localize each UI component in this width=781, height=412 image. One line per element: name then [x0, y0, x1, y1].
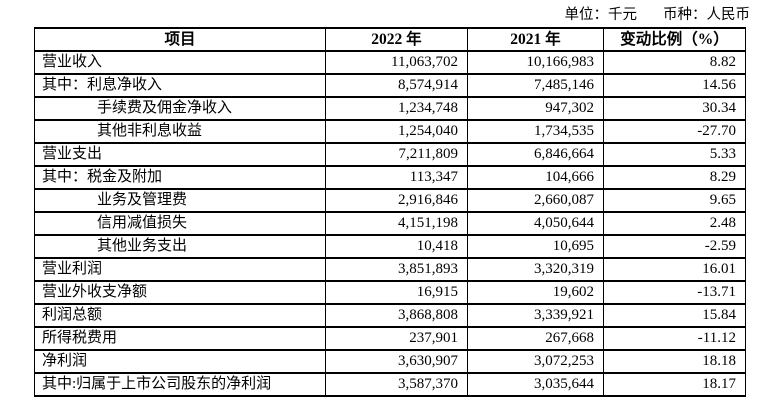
item-cell: 业务及管理费: [34, 188, 326, 213]
value-cell-y2022: 7,211,809: [325, 142, 468, 167]
table-row: 手续费及佣金净收入 1,234,748 947,302 30.34: [34, 96, 746, 121]
value-cell-y2022: 1,254,040: [325, 119, 468, 144]
change-cell: -27.70: [603, 119, 746, 144]
item-cell: 营业支出: [34, 142, 326, 167]
value-cell-y2021: 104,666: [467, 165, 604, 190]
value-cell-y2022: 4,151,198: [325, 211, 468, 236]
table-row: 利润总额 3,868,808 3,339,921 15.84: [34, 303, 746, 328]
item-cell: 其他非利息收益: [34, 119, 326, 144]
unit-currency-note: 单位：千元 币种：人民币: [565, 3, 751, 24]
value-cell-y2022: 3,587,370: [325, 372, 468, 397]
value-cell-y2022: 16,915: [325, 280, 468, 305]
currency-label: 币种：人民币: [663, 7, 750, 23]
item-cell: 营业利润: [34, 257, 326, 282]
unit-label: 单位：千元: [564, 7, 638, 23]
item-cell: 信用减值损失: [34, 211, 326, 236]
change-cell: 18.17: [603, 372, 746, 397]
table-header: 项目 2022 年 2021 年变动比例（%）: [34, 27, 746, 52]
header-row: 项目 2022 年 2021 年变动比例（%）: [34, 27, 746, 52]
item-cell: 营业外收支净额: [34, 280, 326, 305]
value-cell-y2021: 947,302: [467, 96, 604, 121]
value-cell-y2022: 113,347: [325, 165, 468, 190]
change-cell: 9.65: [603, 188, 746, 213]
value-cell-y2022: 11,063,702: [325, 50, 468, 75]
value-cell-y2022: 2,916,846: [325, 188, 468, 213]
value-cell-y2021: 3,339,921: [467, 303, 604, 328]
value-cell-y2021: 3,320,319: [467, 257, 604, 282]
table-row: 其他非利息收益 1,254,040 1,734,535 -27.70: [34, 119, 746, 144]
value-cell-y2021: 6,846,664: [467, 142, 604, 167]
change-cell: -11.12: [603, 326, 746, 351]
value-cell-y2021: 2,660,087: [467, 188, 604, 213]
table-row: 信用减值损失 4,151,198 4,050,644 2.48: [34, 211, 746, 236]
item-cell: 手续费及佣金净收入: [34, 96, 326, 121]
change-cell: 8.29: [603, 165, 746, 190]
table-row: 其中:归属于上市公司股东的净利润 3,587,370 3,035,644 18.17: [34, 372, 746, 397]
change-cell: 18.18: [603, 349, 746, 374]
column-header: 2022 年: [325, 27, 468, 52]
value-cell-y2022: 3,868,808: [325, 303, 468, 328]
change-cell: 5.33: [603, 142, 746, 167]
value-cell-y2021: 10,166,983: [467, 50, 604, 75]
column-header: 项目: [34, 27, 326, 52]
table-row: 营业利润 3,851,893 3,320,319 16.01: [34, 257, 746, 282]
value-cell-y2022: 3,851,893: [325, 257, 468, 282]
item-cell: 其中：利息净收入: [34, 73, 326, 98]
change-cell: 8.82: [603, 50, 746, 75]
item-cell: 其中：税金及附加: [34, 165, 326, 190]
table-row: 净利润 3,630,907 3,072,253 18.18: [34, 349, 746, 374]
value-cell-y2021: 19,602: [467, 280, 604, 305]
change-cell: -2.59: [603, 234, 746, 259]
column-header: 2021 年: [467, 27, 604, 52]
table-row: 其他业务支出 10,418 10,695 -2.59: [34, 234, 746, 259]
value-cell-y2022: 10,418: [325, 234, 468, 259]
change-cell: -13.71: [603, 280, 746, 305]
table-body: 营业收入 11,063,702 10,166,983 8.82 其中：利息净收入 8,57…: [34, 50, 746, 397]
item-cell: 其中:归属于上市公司股东的净利润: [34, 372, 326, 397]
table-row: 其中：税金及附加 113,347 104,666 8.29: [34, 165, 746, 190]
table-row: 所得税费用 237,901 267,668 -11.12: [34, 326, 746, 351]
table-row: 营业支出 7,211,809 6,846,664 5.33: [34, 142, 746, 167]
financial-table: 项目 2022 年 2021 年变动比例（%） 营业收入 11,063,702 10,1…: [34, 27, 746, 397]
value-cell-y2021: 3,072,253: [467, 349, 604, 374]
table-row: 营业收入 11,063,702 10,166,983 8.82: [34, 50, 746, 75]
change-cell: 30.34: [603, 96, 746, 121]
value-cell-y2021: 267,668: [467, 326, 604, 351]
value-cell-y2022: 1,234,748: [325, 96, 468, 121]
item-cell: 所得税费用: [34, 326, 326, 351]
value-cell-y2022: 3,630,907: [325, 349, 468, 374]
value-cell-y2021: 7,485,146: [467, 73, 604, 98]
value-cell-y2021: 4,050,644: [467, 211, 604, 236]
value-cell-y2021: 3,035,644: [467, 372, 604, 397]
item-cell: 净利润: [34, 349, 326, 374]
item-cell: 利润总额: [34, 303, 326, 328]
change-cell: 14.56: [603, 73, 746, 98]
change-cell: 16.01: [603, 257, 746, 282]
change-cell: 15.84: [603, 303, 746, 328]
value-cell-y2021: 10,695: [467, 234, 604, 259]
value-cell-y2021: 1,734,535: [467, 119, 604, 144]
table-row: 其中：利息净收入 8,574,914 7,485,146 14.56: [34, 73, 746, 98]
value-cell-y2022: 237,901: [325, 326, 468, 351]
table-row: 营业外收支净额 16,915 19,602 -13.71: [34, 280, 746, 305]
table-row: 业务及管理费 2,916,846 2,660,087 9.65: [34, 188, 746, 213]
value-cell-y2022: 8,574,914: [325, 73, 468, 98]
item-cell: 其他业务支出: [34, 234, 326, 259]
change-cell: 2.48: [603, 211, 746, 236]
column-header: 变动比例（%）: [603, 27, 746, 52]
item-cell: 营业收入: [34, 50, 326, 75]
